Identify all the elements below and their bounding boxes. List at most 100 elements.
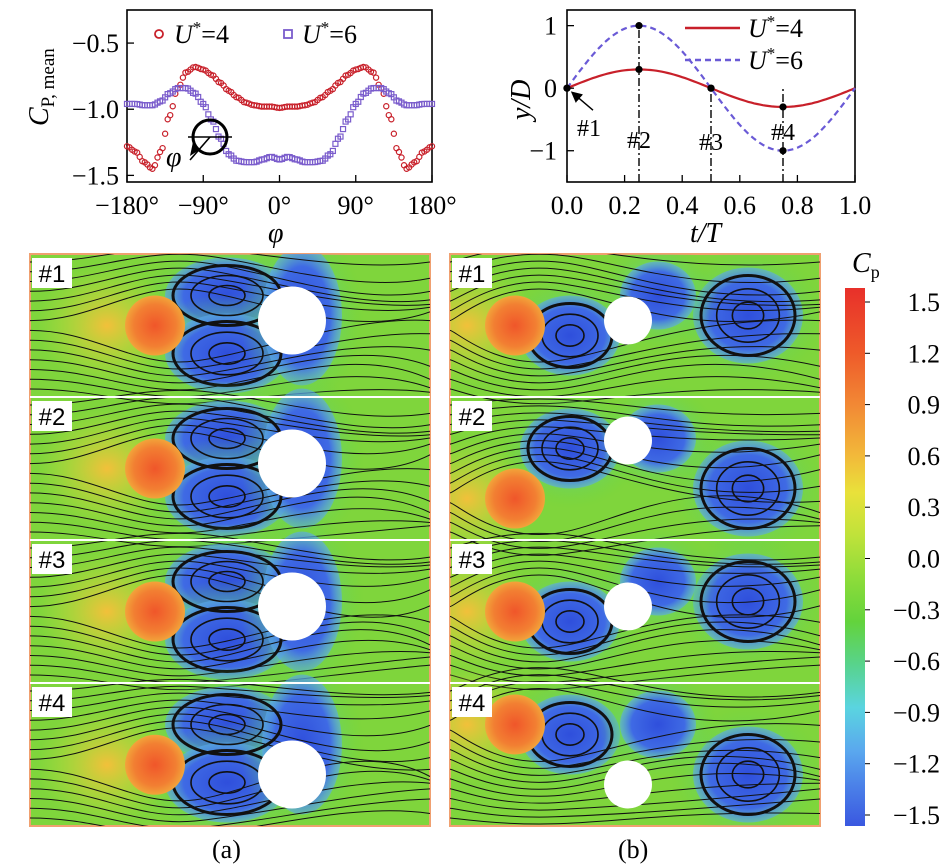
snapshot-label: #3 (699, 130, 723, 156)
vortex-streamline (171, 693, 283, 756)
streamline (30, 496, 430, 527)
streamline (30, 281, 430, 312)
snapshot-label-box (452, 401, 492, 431)
streamline (30, 254, 430, 266)
disp-x-tick-label: 0.2 (608, 191, 641, 220)
cp-x-tick-label: −180° (95, 191, 159, 220)
vortex-streamline (208, 713, 246, 736)
snapshot-arrow (570, 91, 594, 111)
streamline (30, 692, 430, 711)
snapshot-label-box (32, 687, 72, 717)
legend-marker-u4 (154, 29, 164, 39)
cp-point-u6 (205, 111, 212, 118)
colorbar-tick-label: 0.9 (908, 391, 941, 420)
streamline (30, 480, 430, 513)
streamline (450, 614, 820, 649)
snapshot-row: #1 (30, 254, 430, 414)
streamline (450, 460, 820, 503)
colorbar-tick-label: −1.5 (893, 801, 940, 830)
streamline (450, 639, 820, 670)
stagnation-region (37, 704, 177, 825)
disp-y-tick-label: −1 (529, 137, 557, 166)
streamline (450, 629, 820, 663)
vortex-streamline (208, 628, 246, 651)
displacement-snapshot-markers: #1 #2 #3 #4 (563, 22, 795, 182)
vortex-streamline (541, 426, 599, 471)
cp-x-tick-label: 90° (338, 191, 374, 220)
cp-x-tick-label: 0° (268, 191, 291, 220)
cp-y-tick-label: −1.0 (72, 95, 119, 124)
streamline (450, 525, 820, 556)
vortex-streamline (190, 331, 264, 376)
streamline (30, 333, 430, 370)
disp-line-u6 (566, 24, 856, 152)
cp-point-u4 (398, 154, 405, 161)
vortex-streamline (190, 417, 264, 460)
snapshot-row: #3 (450, 527, 820, 691)
colorbar-tick-label: 1.5 (908, 288, 941, 317)
vortex-streamline (715, 574, 781, 629)
streamline (30, 639, 430, 670)
colorbar-tick-label: −0.9 (893, 698, 940, 727)
suction-region (520, 408, 620, 489)
vortex-streamline (699, 274, 797, 357)
streamline (450, 772, 820, 797)
vortex-streamline (715, 288, 781, 343)
snapshot-label-box (32, 258, 72, 288)
cp-y-tick-label: −0.5 (72, 29, 119, 58)
streamline (30, 410, 430, 437)
disp-x-tick-label: 1.0 (839, 191, 872, 220)
vortex-streamline (190, 703, 264, 746)
legend-label-u6: U*=6 (302, 18, 357, 49)
colorbar-tick-label: −0.6 (893, 647, 940, 676)
cp-point-u6 (212, 125, 220, 133)
snapshot-row: #2 (450, 384, 820, 559)
panel-fields: #1 #2 #3 #4 (450, 254, 820, 826)
stagnation-region (37, 551, 177, 672)
displacement-x-axis-label: t/T (690, 218, 724, 249)
streamline (450, 532, 820, 561)
legend-marker-u6 (283, 29, 293, 39)
snapshot-label-box (452, 544, 492, 574)
cp-point-u4 (360, 63, 367, 71)
cp-legend: U*=4 U*=6 (154, 18, 357, 49)
upstream-cylinder (125, 295, 185, 356)
vortex-streamline (731, 474, 765, 503)
cp-point-u4 (154, 154, 161, 161)
cp-point-u6 (428, 100, 436, 108)
vortex-streamline (555, 723, 585, 746)
streamline (30, 629, 430, 663)
inset-phi-label: φ (166, 142, 182, 173)
downstream-cylinder (604, 416, 652, 465)
streamline (30, 431, 430, 470)
vortex-streamline (208, 284, 246, 307)
streamline (30, 781, 430, 816)
displacement-chart: 0.0 0.2 0.4 0.6 0.8 1.0 1 0 −1 #1 #2 #3 #4 U*=4 U*=… (506, 9, 872, 249)
colorbar-tick-label: 0.3 (908, 493, 941, 522)
cp-point-u6 (337, 133, 344, 140)
legend-label-disp-u6: U*=6 (748, 44, 803, 75)
streamline (30, 274, 430, 306)
vortex-streamline (699, 733, 797, 816)
cp-point-u4 (372, 74, 380, 81)
cp-point-u4 (169, 103, 176, 110)
streamline (30, 560, 430, 588)
stagnation-region (37, 265, 177, 386)
streamline (30, 810, 430, 826)
streamline (30, 254, 430, 283)
suction-region (693, 267, 803, 364)
streamline (450, 574, 820, 618)
vortex-streamline (715, 747, 781, 802)
pressure-panel-b: #1 #2 #3 #4 (449, 253, 821, 827)
streamline (30, 354, 430, 384)
cp-y-tick-label: −1.5 (72, 161, 119, 190)
colorbar-tick-label: 0.0 (908, 545, 941, 574)
upstream-cylinder (485, 468, 545, 529)
disp-y-tick-label: 1 (544, 12, 557, 41)
streamline (30, 574, 430, 618)
cp-point-u6 (347, 111, 354, 118)
cp-data-markers (123, 63, 436, 172)
streamline (30, 417, 430, 445)
streamline (30, 288, 430, 322)
cp-point-u6 (339, 125, 347, 133)
